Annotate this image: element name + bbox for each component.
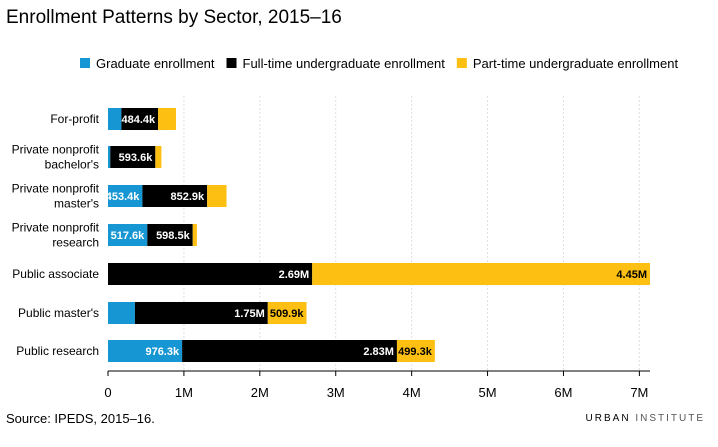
legend-label: Part-time undergraduate enrollment xyxy=(473,56,679,71)
data-label: 976.3k xyxy=(145,346,180,358)
data-label: 499.3k xyxy=(398,346,433,358)
bar-segment xyxy=(158,108,176,130)
bar-segment xyxy=(134,302,268,324)
bar-segment xyxy=(108,302,135,324)
data-label: 2.83M xyxy=(363,346,394,358)
bars: 484.4k 593.6k 453.4k 852.9k 517.6k 598.5k 2.69… xyxy=(106,108,650,362)
chart-title: Enrollment Patterns by Sector, 2015–16 xyxy=(6,7,342,28)
data-label: 484.4k xyxy=(121,114,156,126)
category-label: Public associate xyxy=(12,267,99,281)
bar-segment xyxy=(142,185,208,207)
data-label: 4.45M xyxy=(616,269,647,281)
category-label: bachelor's xyxy=(45,158,99,172)
brand-strong: URBAN xyxy=(585,413,631,424)
bar-segment xyxy=(108,263,313,285)
bar-segment xyxy=(108,340,183,362)
bar-segment xyxy=(110,146,156,168)
legend-label: Graduate enrollment xyxy=(96,56,215,71)
x-tick-label: 0 xyxy=(104,385,111,400)
legend-label: Full-time undergraduate enrollment xyxy=(243,56,446,71)
x-tick-label: 6M xyxy=(554,385,572,400)
source-note: Source: IPEDS, 2015–16. xyxy=(6,411,155,426)
data-label: 453.4k xyxy=(106,191,141,203)
data-label: 598.5k xyxy=(156,230,191,242)
category-label: Private nonprofit xyxy=(12,221,100,235)
x-tick-label: 3M xyxy=(327,385,345,400)
category-label: Private nonprofit xyxy=(12,143,100,157)
grid-lines xyxy=(183,96,640,371)
x-tick-label: 1M xyxy=(175,385,193,400)
x-axis: 0 1M 2M 3M 4M 5M 6M 7M xyxy=(104,370,650,400)
category-label: research xyxy=(52,236,99,250)
data-label: 2.69M xyxy=(279,269,310,281)
bar-segment xyxy=(192,224,197,246)
legend: Graduate enrollment Full-time undergradua… xyxy=(80,56,678,71)
bar-segment xyxy=(396,340,435,362)
category-label: For-profit xyxy=(50,112,99,126)
bar-segment xyxy=(108,185,143,207)
bar-segment xyxy=(182,340,397,362)
legend-swatch xyxy=(226,58,237,68)
bar-segment xyxy=(155,146,162,168)
x-tick-label: 4M xyxy=(403,385,421,400)
x-tick-label: 5M xyxy=(479,385,497,400)
category-label: Public master's xyxy=(18,306,99,320)
data-label: 509.9k xyxy=(270,308,305,320)
bar-segment xyxy=(267,302,307,324)
legend-swatch xyxy=(80,58,90,68)
category-label: Public research xyxy=(16,344,99,358)
brand-logo: URBAN INSTITUTE xyxy=(586,413,705,424)
data-label: 517.6k xyxy=(111,230,146,242)
bar-segment xyxy=(121,108,159,130)
x-tick-label: 2M xyxy=(251,385,269,400)
legend-swatch xyxy=(456,58,467,68)
bar-segment xyxy=(108,146,111,168)
bar-segment xyxy=(147,224,193,246)
bar-segment xyxy=(108,224,148,246)
bar-segment xyxy=(312,263,650,285)
brand-light: INSTITUTE xyxy=(635,413,705,424)
category-label: Private nonprofit xyxy=(12,182,100,196)
data-label: 593.6k xyxy=(119,152,154,164)
data-label: 1.75M xyxy=(234,308,265,320)
x-tick-label: 7M xyxy=(630,385,648,400)
bar-segment xyxy=(207,185,227,207)
data-label: 852.9k xyxy=(171,191,206,203)
category-label: master's xyxy=(54,197,99,211)
bar-segment xyxy=(108,108,122,130)
